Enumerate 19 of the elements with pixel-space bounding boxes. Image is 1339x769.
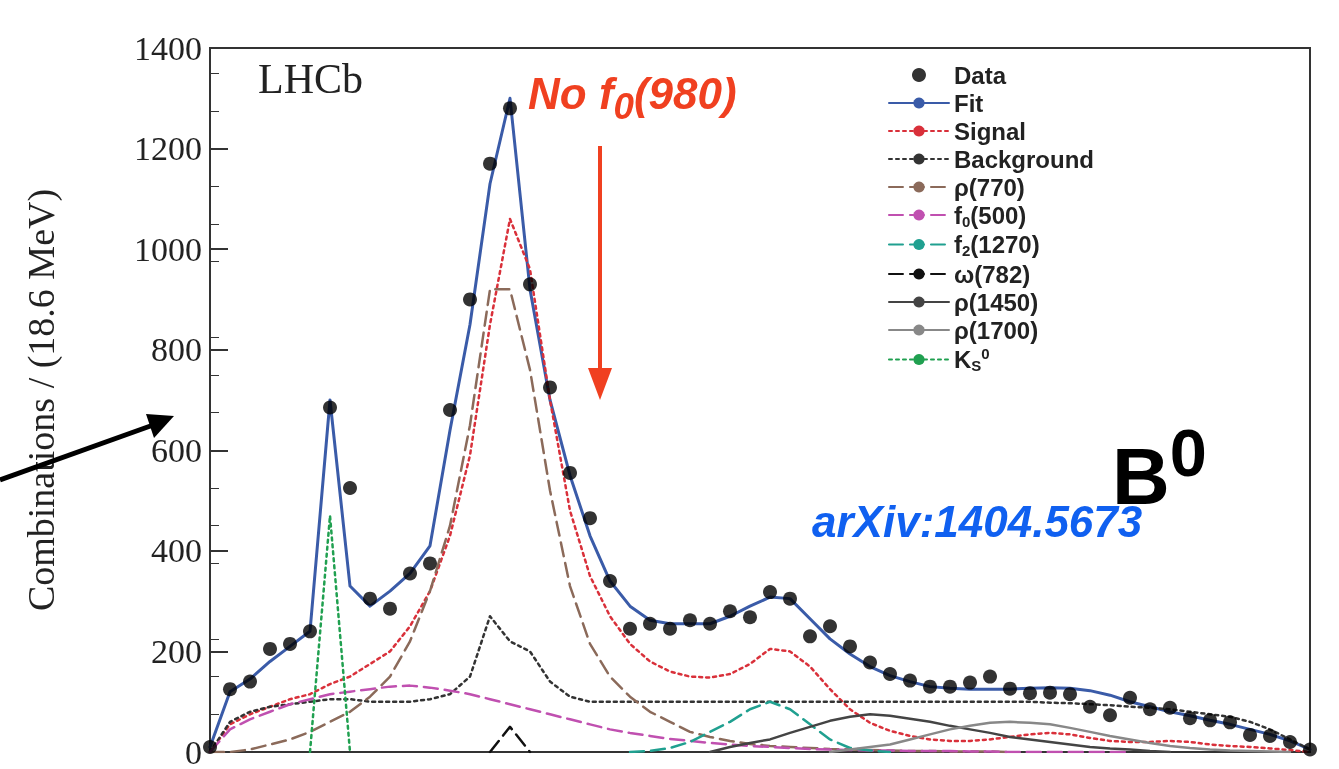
annotation: LHCb xyxy=(258,56,363,102)
y-tick-label: 1400 xyxy=(134,29,202,67)
legend-label: Data xyxy=(953,61,1007,89)
annotation: No f$_{0}$(980) xyxy=(528,69,737,127)
y-tick-label: 600 xyxy=(151,431,202,469)
legend-label: ρ(1700) xyxy=(953,316,1039,344)
y-tick-label: 800 xyxy=(151,331,202,369)
legend-label: ρ(770) xyxy=(953,173,1025,201)
y-tick-label: 1000 xyxy=(134,230,202,268)
legend-label: ω(782) xyxy=(953,260,1031,288)
y-axis-title: Combinations / (18.6 MeV) xyxy=(20,188,63,612)
legend-label: Signal xyxy=(953,117,1026,145)
y-tick-label: 400 xyxy=(151,532,202,570)
y-tick-label: 1200 xyxy=(134,130,202,168)
legend-label: Background xyxy=(953,145,1094,173)
y-tick-label: 0 xyxy=(185,733,202,769)
y-tick-label: 200 xyxy=(151,632,202,670)
legend-label: Fit xyxy=(953,89,984,117)
legend-label: ρ(1450) xyxy=(953,288,1039,316)
